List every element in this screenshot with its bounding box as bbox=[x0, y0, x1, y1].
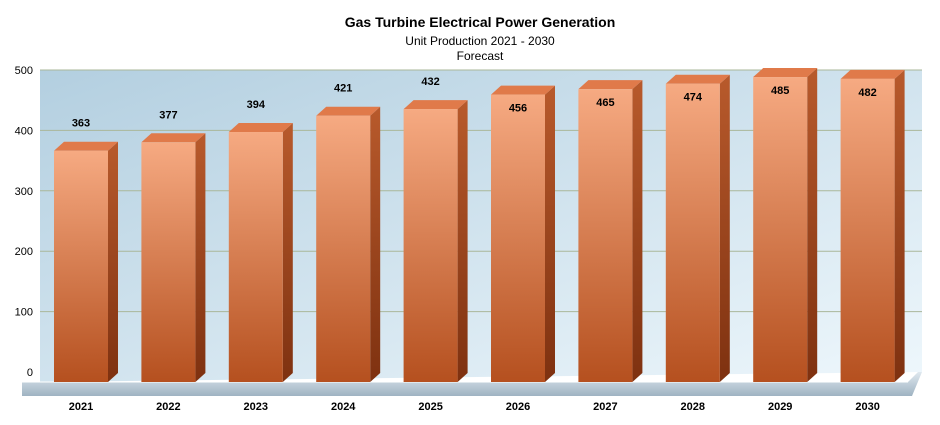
bar-front bbox=[491, 94, 545, 383]
bar-front bbox=[403, 109, 458, 383]
bar-top bbox=[578, 80, 643, 90]
data-label: 456 bbox=[509, 103, 527, 115]
bar-front bbox=[578, 89, 633, 382]
bar-side bbox=[545, 85, 555, 383]
bar-side bbox=[282, 123, 293, 383]
x-tick-label: 2028 bbox=[681, 401, 705, 413]
bar-front bbox=[54, 150, 108, 382]
bars bbox=[54, 68, 905, 383]
x-tick-label: 2026 bbox=[506, 401, 530, 413]
y-tick-label: 300 bbox=[15, 186, 33, 198]
bar-2030 bbox=[840, 69, 905, 382]
bar-top bbox=[403, 100, 468, 110]
bar-2025 bbox=[403, 100, 468, 383]
x-tick-label: 2027 bbox=[593, 401, 617, 413]
bar-side bbox=[632, 80, 643, 382]
bar-front bbox=[316, 115, 371, 382]
bar-top bbox=[54, 141, 118, 151]
data-label: 474 bbox=[684, 92, 703, 104]
bar-side bbox=[719, 74, 730, 382]
x-tick-label: 2025 bbox=[418, 401, 442, 413]
chart-subtitle-forecast: Forecast bbox=[457, 49, 504, 63]
bar-side bbox=[894, 69, 905, 382]
bar-top bbox=[840, 69, 905, 79]
y-tick-label: 100 bbox=[15, 307, 33, 319]
chart-floor bbox=[22, 372, 922, 396]
bar-top bbox=[141, 133, 206, 143]
y-tick-label: 500 bbox=[15, 65, 33, 77]
data-label: 432 bbox=[421, 76, 439, 88]
chart-subtitle: Unit Production 2021 - 2030 bbox=[405, 34, 555, 48]
bar-front bbox=[840, 78, 895, 382]
data-label: 485 bbox=[771, 85, 789, 97]
bar-2021 bbox=[54, 141, 118, 382]
x-tick-label: 2022 bbox=[156, 401, 180, 413]
bar-2024 bbox=[316, 106, 381, 382]
bar-front bbox=[141, 142, 196, 382]
bar-top bbox=[228, 123, 293, 133]
bar-2022 bbox=[141, 133, 206, 382]
bar-2029 bbox=[753, 68, 818, 382]
bar-top bbox=[316, 106, 381, 116]
x-tick-label: 2024 bbox=[331, 401, 356, 413]
bar-2028 bbox=[665, 74, 730, 382]
bar-front bbox=[228, 132, 283, 382]
bar-2026 bbox=[491, 85, 555, 383]
y-tick-label: 200 bbox=[15, 246, 33, 258]
bar-side bbox=[195, 133, 206, 382]
chart-title: Gas Turbine Electrical Power Generation bbox=[345, 14, 616, 30]
data-label: 465 bbox=[596, 97, 614, 109]
y-tick-label: 0 bbox=[27, 367, 33, 379]
data-label: 421 bbox=[334, 83, 352, 95]
bar-top bbox=[665, 74, 730, 84]
bar-side bbox=[807, 68, 818, 382]
data-label: 482 bbox=[858, 87, 876, 99]
data-label: 363 bbox=[72, 118, 90, 130]
y-axis: 0 100 200 300 400 500 bbox=[15, 65, 33, 379]
data-label: 377 bbox=[159, 109, 177, 121]
bar-side bbox=[370, 106, 381, 382]
bar-front bbox=[665, 83, 720, 382]
x-tick-label: 2029 bbox=[768, 401, 792, 413]
bar-top bbox=[753, 68, 818, 78]
bar-front bbox=[753, 77, 808, 382]
bar-2023 bbox=[228, 123, 293, 383]
y-tick-label: 400 bbox=[15, 125, 33, 137]
bar-2027 bbox=[578, 80, 643, 382]
data-labels: 363 377 394 421 432 456 465 474 485 482 bbox=[72, 76, 877, 130]
bar-top bbox=[491, 85, 555, 95]
x-axis: 2021 2022 2023 2024 2025 2026 2027 2028 2029 2030 bbox=[69, 401, 880, 413]
x-tick-label: 2021 bbox=[69, 401, 93, 413]
x-tick-label: 2030 bbox=[855, 401, 879, 413]
data-label: 394 bbox=[247, 99, 266, 111]
bar-side bbox=[457, 100, 468, 383]
bar-side bbox=[108, 141, 118, 382]
x-tick-label: 2023 bbox=[244, 401, 268, 413]
